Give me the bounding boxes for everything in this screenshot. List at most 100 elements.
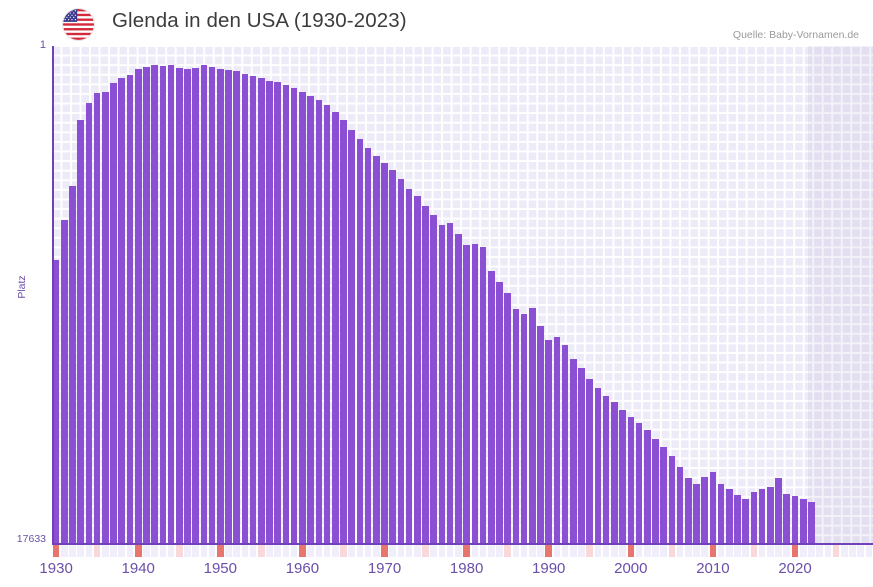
x-axis-tick [372,545,380,557]
bar[interactable] [364,147,372,544]
bar[interactable] [307,95,314,544]
x-axis-tick [561,545,569,557]
bar[interactable] [479,247,487,544]
bar[interactable] [208,66,216,544]
bar[interactable] [471,243,479,544]
x-axis-tick [824,545,832,557]
bar[interactable] [750,492,758,544]
bar[interactable] [340,120,347,544]
bar[interactable] [184,69,191,544]
bar[interactable] [167,64,175,544]
bar[interactable] [504,293,511,544]
bar[interactable] [151,64,158,544]
bar[interactable] [225,70,232,544]
bar[interactable] [643,430,651,544]
bar[interactable] [446,222,454,544]
bar[interactable] [455,233,462,544]
bar[interactable] [808,502,815,544]
bar[interactable] [726,489,733,544]
bar[interactable] [389,170,397,544]
bar[interactable] [545,339,552,544]
bar[interactable] [192,68,199,544]
x-axis-tick [578,545,585,557]
bar[interactable] [652,438,659,544]
bar[interactable] [381,163,388,544]
bar[interactable] [348,129,355,544]
bar[interactable] [799,499,807,544]
bar[interactable] [619,410,626,544]
bar[interactable] [611,401,618,544]
x-axis-tick [783,545,791,557]
bar[interactable] [775,478,782,544]
bar[interactable] [372,156,380,544]
bar[interactable] [438,225,446,544]
bar[interactable] [709,472,717,544]
bar[interactable] [118,77,126,544]
bar[interactable] [520,314,528,544]
bar[interactable] [767,486,774,544]
bar[interactable] [85,103,93,544]
bar[interactable] [323,104,331,544]
bar[interactable] [266,80,273,544]
bar[interactable] [134,69,142,544]
bar[interactable] [684,478,692,544]
bar[interactable] [126,74,134,544]
bar[interactable] [290,88,298,544]
bar[interactable] [233,71,241,544]
bar[interactable] [422,205,429,544]
bar[interactable] [586,379,594,544]
bar[interactable] [734,495,741,544]
bar[interactable] [717,483,725,544]
bar[interactable] [553,336,561,544]
bar[interactable] [463,245,470,544]
bar[interactable] [693,483,700,544]
bar[interactable] [742,499,750,544]
bar[interactable] [701,476,708,544]
bar[interactable] [282,84,290,544]
bar[interactable] [512,308,520,544]
bar[interactable] [602,396,610,544]
bar[interactable] [635,423,643,544]
bar[interactable] [783,493,791,544]
bar[interactable] [430,214,438,544]
bar[interactable] [217,69,224,544]
bar[interactable] [356,139,364,544]
bar[interactable] [561,345,569,544]
bar[interactable] [537,325,544,544]
bar[interactable] [578,367,585,544]
bar[interactable] [249,75,257,544]
bar[interactable] [102,91,109,544]
bar[interactable] [175,68,183,544]
bar[interactable] [274,81,282,544]
bar[interactable] [69,186,76,544]
bar[interactable] [758,489,766,544]
bar[interactable] [200,64,208,544]
bar[interactable] [299,91,306,544]
bar[interactable] [405,188,413,544]
bar[interactable] [487,270,495,544]
bar[interactable] [258,78,265,544]
bar[interactable] [315,99,323,544]
bar[interactable] [241,73,249,544]
bar[interactable] [52,259,60,544]
bar[interactable] [668,455,676,544]
bar[interactable] [414,195,421,544]
bar[interactable] [143,67,150,544]
bar[interactable] [61,219,68,544]
bar[interactable] [791,496,799,544]
bar[interactable] [570,359,577,544]
bar[interactable] [110,83,117,544]
x-axis-tick [414,545,421,557]
bar[interactable] [594,387,602,544]
x-axis-tick [767,545,774,557]
bar[interactable] [159,65,167,544]
bar[interactable] [93,93,101,544]
bar[interactable] [676,466,684,544]
bar[interactable] [77,120,85,544]
bar[interactable] [496,281,503,544]
bar[interactable] [627,417,635,544]
bar[interactable] [331,112,339,544]
bar[interactable] [660,447,667,544]
bar[interactable] [528,307,536,544]
bar[interactable] [397,178,405,544]
